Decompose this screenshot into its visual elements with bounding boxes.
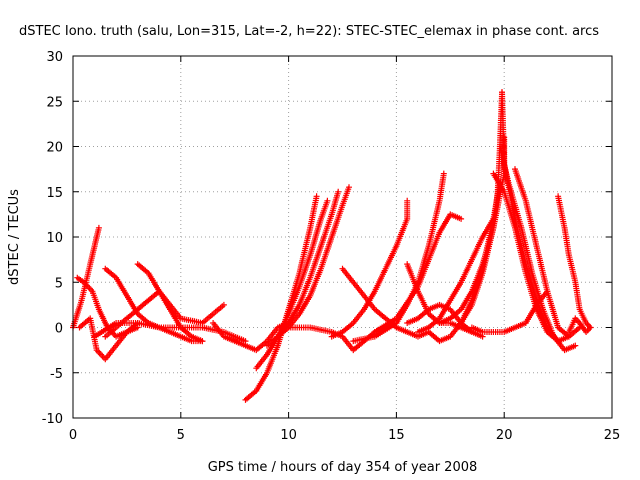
series-19-points — [415, 215, 497, 335]
y-tick-label: 25 — [46, 95, 63, 110]
series-20 — [404, 301, 486, 340]
series-28-points — [555, 193, 594, 331]
series-29-points — [565, 315, 594, 335]
x-tick-label: 25 — [604, 428, 621, 443]
y-tick-label: 20 — [46, 141, 63, 156]
x-tick-label: 0 — [69, 428, 77, 443]
y-tick-label: 5 — [55, 276, 63, 291]
series-27-points — [512, 166, 572, 340]
x-tick-label: 15 — [388, 428, 405, 443]
x-tick-label: 5 — [177, 428, 185, 443]
series-28 — [555, 193, 594, 331]
series-19 — [415, 215, 497, 335]
y-tick-label: 15 — [46, 186, 63, 201]
x-tick-label: 20 — [496, 428, 513, 443]
y-axis-label: dSTEC / TECUs — [7, 189, 22, 285]
series-4 — [102, 265, 206, 345]
grid-lines — [73, 56, 612, 418]
series-12 — [274, 184, 352, 340]
series-7-points — [102, 288, 227, 340]
series-20-points — [404, 301, 486, 340]
y-tick-label: 30 — [46, 50, 63, 65]
y-tick-label: 0 — [55, 322, 63, 337]
x-axis-label: GPS time / hours of day 354 of year 2008 — [208, 460, 478, 475]
series-15 — [328, 197, 411, 340]
series-17-points — [371, 211, 465, 335]
tick-labels: 0 5 10 15 20 25 -10 -5 0 5 10 15 20 25 30 — [42, 50, 621, 443]
series-30 — [468, 288, 551, 335]
series-7 — [102, 288, 227, 340]
series-4-points — [102, 265, 206, 345]
y-tick-label: -10 — [42, 412, 63, 427]
y-tick-label: -5 — [50, 367, 63, 382]
y-tick-label: 10 — [46, 231, 63, 246]
series-15-points — [328, 197, 411, 340]
series-29 — [565, 315, 594, 335]
series-27 — [512, 166, 572, 340]
series-17 — [371, 211, 465, 335]
plot-frame — [72, 55, 613, 419]
x-tick-label: 10 — [280, 428, 297, 443]
series-12-points — [274, 184, 352, 340]
data-marks — [70, 89, 594, 403]
series-30-points — [468, 288, 551, 335]
chart-title: dSTEC Iono. truth (salu, Lon=315, Lat=-2… — [19, 24, 599, 39]
